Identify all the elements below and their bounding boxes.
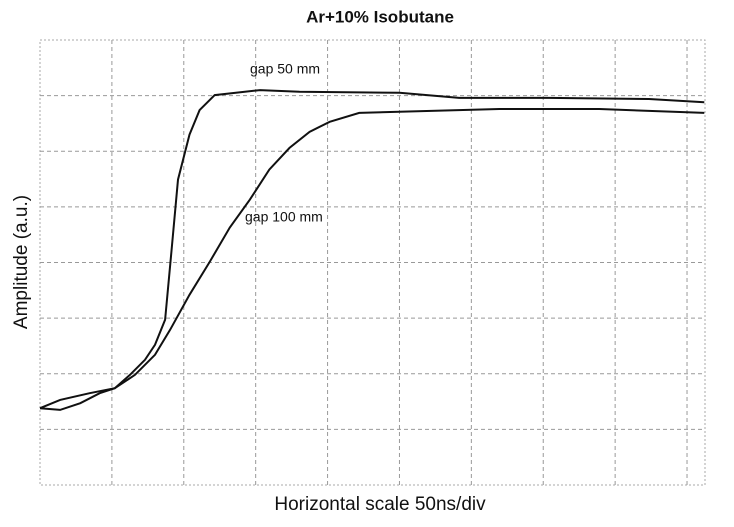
line-series	[39, 108, 705, 410]
series-label: gap 100 mm	[245, 209, 323, 225]
line-series	[39, 89, 705, 411]
chart-title: Ar+10% Isobutane	[306, 7, 454, 26]
y-axis-label: Amplitude (a.u.)	[11, 195, 32, 329]
series-label: gap 50 mm	[250, 61, 320, 77]
x-axis-label: Horizontal scale 50ns/div	[274, 494, 486, 515]
